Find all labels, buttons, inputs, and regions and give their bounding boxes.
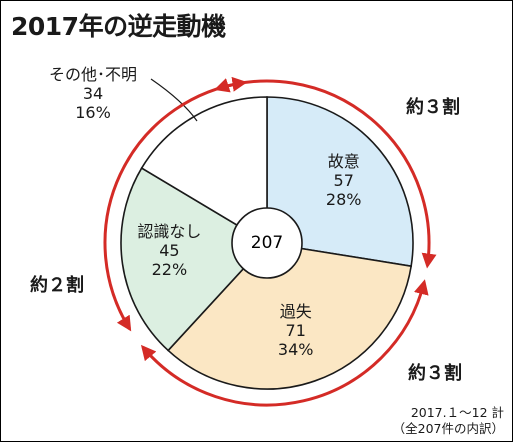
slice-count: 34 (83, 84, 103, 103)
annotation-label: 約２割 (30, 274, 84, 296)
chart-title: 2017年の逆走動機 (11, 12, 226, 41)
annotation-label: 約３割 (408, 362, 462, 384)
slice-count: 71 (286, 321, 306, 340)
annotation-arc (140, 279, 429, 407)
annotation-arc (103, 76, 248, 332)
slice-name: 過失 (280, 302, 312, 321)
slice-percent: 22% (152, 260, 188, 279)
annotation-label: 約３割 (406, 96, 460, 118)
slice-name: その他･不明 (49, 65, 137, 84)
slice-count: 57 (334, 171, 354, 190)
slice-percent: 28% (326, 190, 362, 209)
slice-label: その他･不明 34 16% (49, 65, 137, 122)
slice-percent: 16% (75, 103, 111, 122)
slice-count: 45 (159, 241, 179, 260)
annotation-arcs-group (103, 76, 437, 407)
annotation-arc (214, 78, 437, 269)
footnote: 2017.１〜12 計 （全207件の内訳） (393, 405, 504, 437)
total-label: 207 (251, 233, 283, 253)
slice-name: 認識なし (137, 222, 201, 241)
slice-percent: 34% (278, 340, 314, 359)
footnote-scope: （全207件の内訳） (392, 421, 504, 436)
slice-name: 故意 (328, 152, 360, 171)
footnote-period: 2017.１〜12 計 (410, 405, 504, 420)
